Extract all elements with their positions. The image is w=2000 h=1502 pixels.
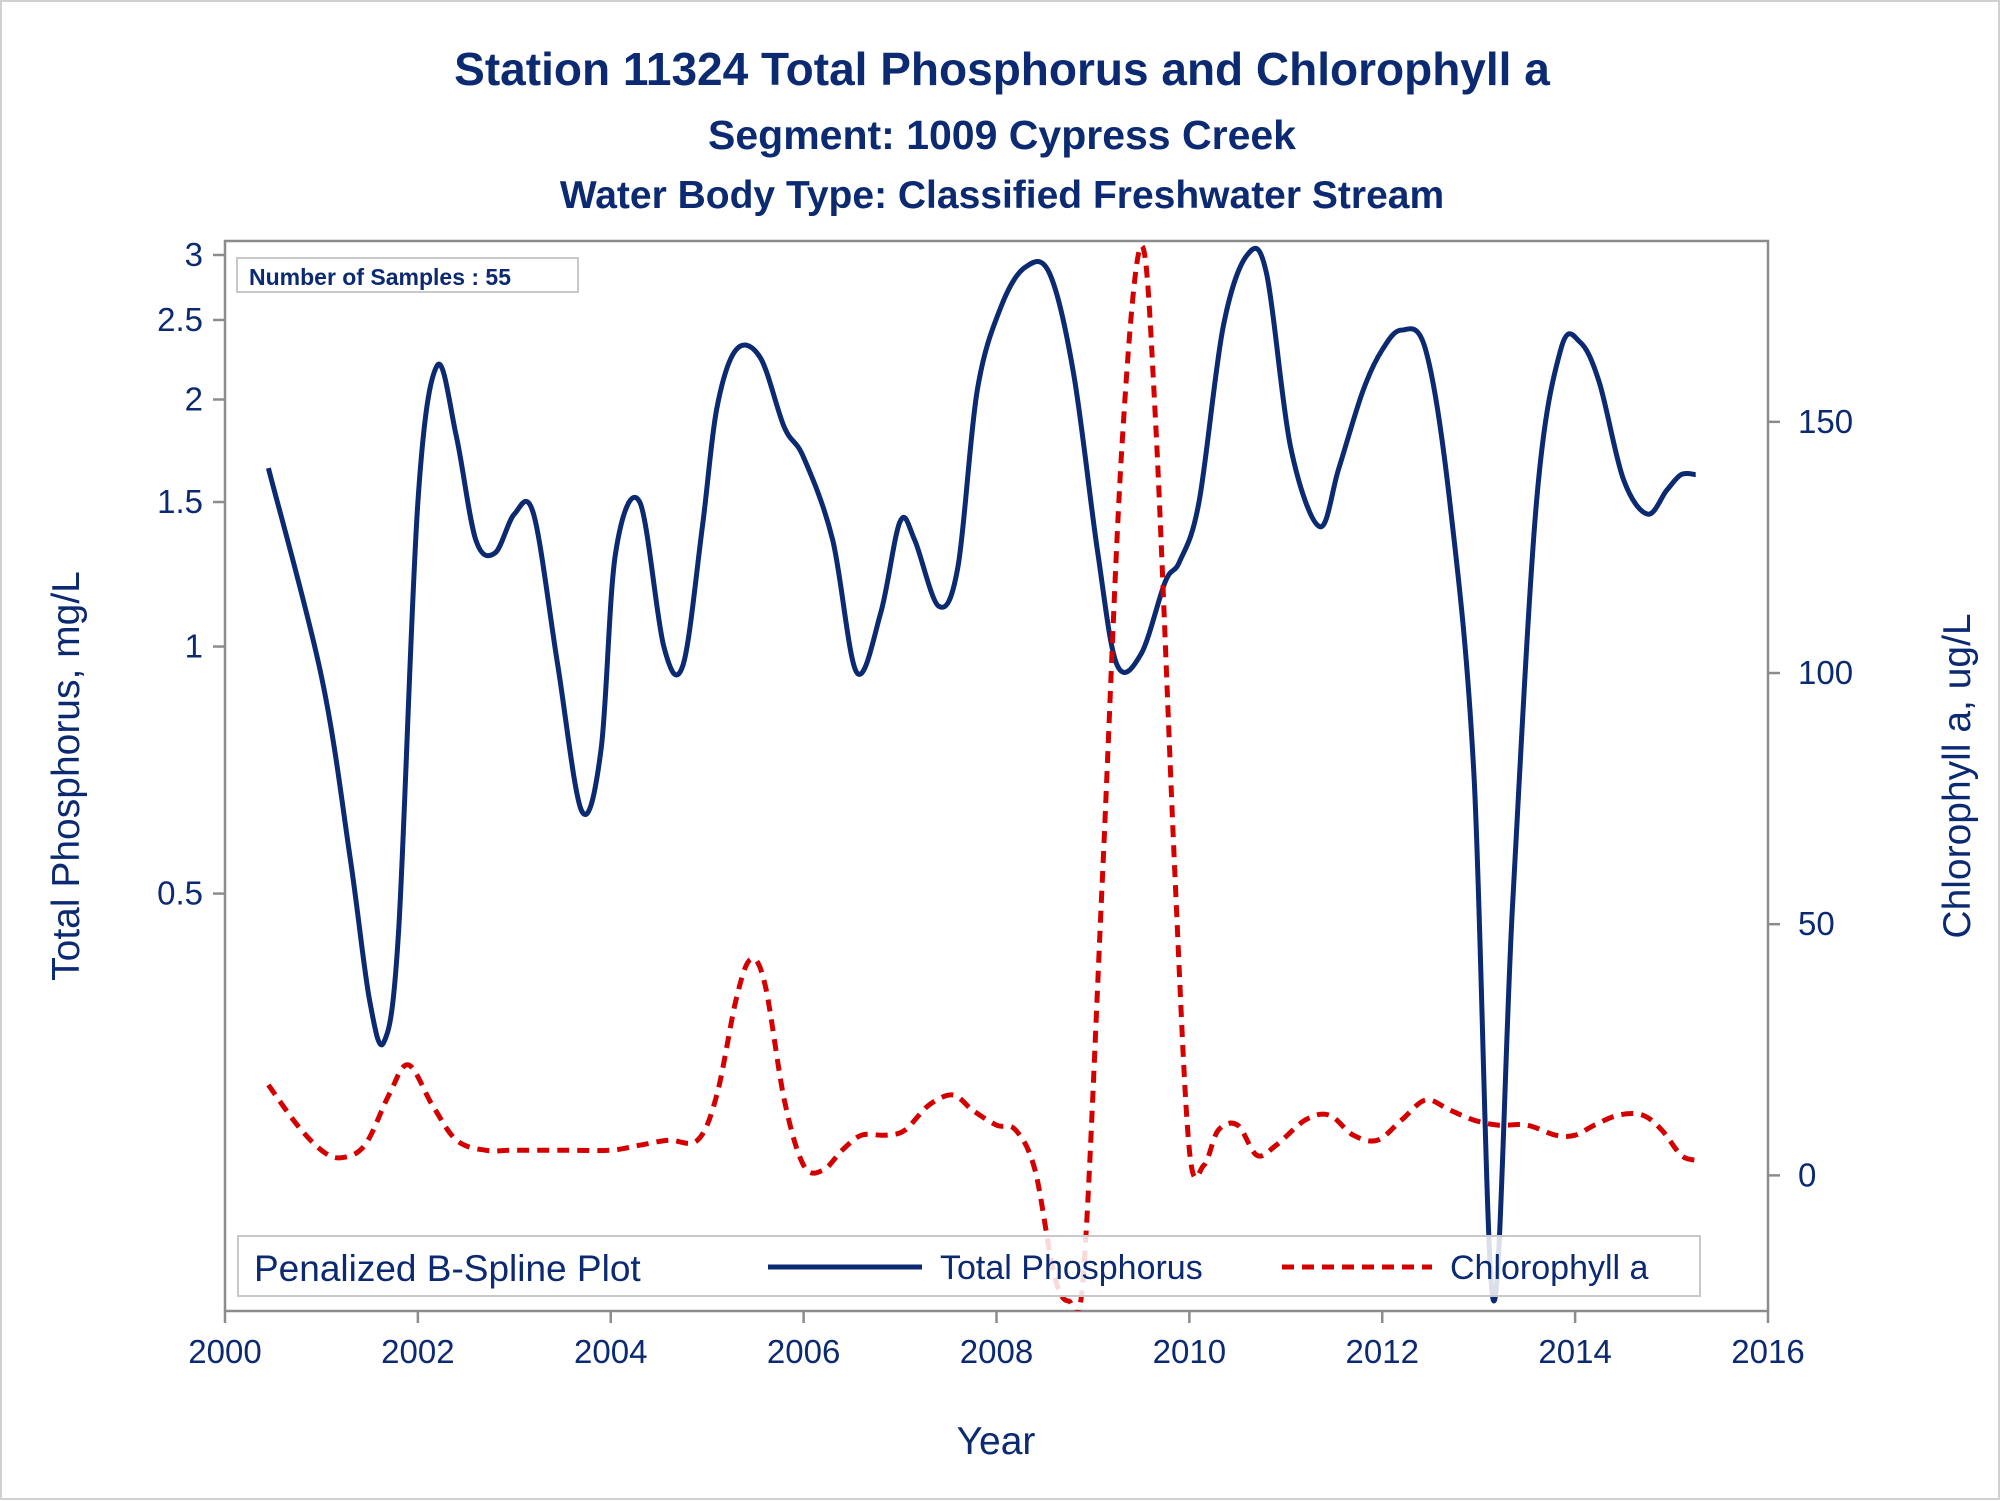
sample-count-text: Number of Samples : 55 [249,264,511,290]
sample-count-inset: Number of Samples : 55 [236,257,579,293]
legend-title: Penalized B-Spline Plot [254,1248,641,1289]
y-axis-right: 0 50 100 150 [1768,403,1853,1193]
y-left-tick-label: 1 [185,628,203,665]
y-axis-right-label: Chlorophyll a, ug/L [1936,613,1979,938]
x-tick-label: 2004 [574,1333,647,1370]
x-tick-label: 2002 [381,1333,454,1370]
y-left-tick-label: 1.5 [157,483,203,520]
series-line-chlorophyll-a [266,243,1697,1311]
y-axis-left-label: Total Phosphorus, mg/L [45,571,88,981]
chart-title: Station 11324 Total Phosphorus and Chlor… [454,43,1550,95]
x-tick-label: 2016 [1731,1333,1804,1370]
legend-label-phosphorus: Total Phosphorus [940,1249,1203,1287]
y-right-tick-label: 50 [1798,905,1835,942]
y-right-tick-label: 150 [1798,403,1853,440]
sample-count-box [236,257,579,293]
y-axis-left: 0.5 1 1.5 2 2.5 3 [157,236,225,912]
y-left-tick-label: 3 [185,236,203,273]
plot-area [223,239,1770,1313]
x-tick-label: 2006 [767,1333,840,1370]
legend-label-chlorophyll: Chlorophyll a [1450,1249,1649,1287]
x-tick-label: 2010 [1153,1333,1226,1370]
y-left-tick-label: 2.5 [157,301,203,338]
y-right-tick-label: 100 [1798,654,1853,691]
x-tick-label: 2008 [960,1333,1033,1370]
series-layer [265,243,1697,1311]
x-axis-label: Year [957,1420,1036,1463]
y-left-tick-label: 2 [185,380,203,417]
y-left-tick-label: 0.5 [157,875,203,912]
series-line-total-phosphorus [265,245,1696,1304]
x-tick-label: 2012 [1346,1333,1419,1370]
x-axis: 2000 2002 2004 2006 2008 2010 2012 2014 2016 [188,1311,1805,1370]
chart-subtitle-2: Water Body Type: Classified Freshwater S… [560,174,1444,217]
x-tick-label: 2000 [188,1333,261,1370]
legend: Penalized B-Spline Plot Total Phosphorus… [237,1235,1701,1297]
legend-box [237,1235,1701,1297]
y-right-tick-label: 0 [1798,1156,1816,1193]
chart-subtitle: Segment: 1009 Cypress Creek [708,112,1296,158]
x-tick-label: 2014 [1538,1333,1611,1370]
